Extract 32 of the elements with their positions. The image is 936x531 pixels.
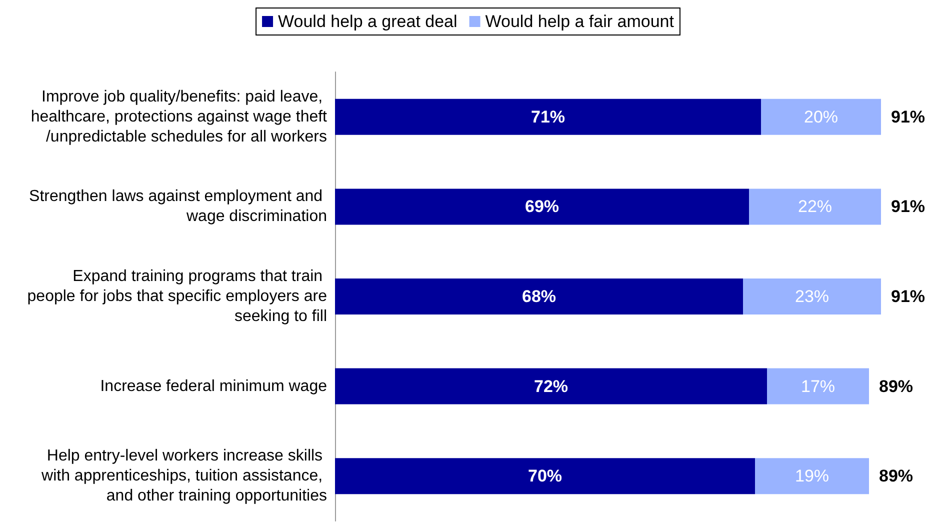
total-label: 89% [879, 466, 914, 486]
bar [749, 188, 881, 225]
y-tick-label: Strengthen laws against employment and wage discrimination [29, 188, 327, 226]
data-label: 71% [530, 107, 566, 126]
bar [761, 98, 881, 135]
bar [335, 188, 749, 225]
data-label: 70% [528, 466, 562, 486]
total-label: 91% [891, 197, 926, 216]
legend-label: Would help a fair amount [485, 12, 674, 31]
bar [335, 368, 767, 404]
data-label: 19% [794, 466, 830, 486]
data-label: 72% [534, 376, 568, 396]
total-label: 91% [891, 107, 926, 126]
y-tick-label: Help entry-level workers increase skills with apprenticeships, tuition assistance, and other training opportunities [40, 448, 327, 505]
data-label: 69% [524, 197, 560, 216]
total-label: 89% [879, 376, 914, 396]
data-label: 17% [800, 376, 836, 396]
bar [335, 458, 755, 494]
data-label: 68% [522, 287, 556, 306]
total-label: 91% [891, 287, 926, 306]
bar [755, 458, 869, 494]
bar [767, 368, 869, 404]
legend-label: Would help a great deal [278, 12, 458, 31]
y-tick-label: Improve job quality/benefits: paid leave, healthcare, protections against wage theft/unpredictable schedules for all workers [30, 88, 328, 146]
y-tick-label: Increase federal minimum wage [100, 378, 328, 395]
data-label: 20% [804, 107, 838, 126]
data-label: 22% [798, 197, 832, 216]
bar [743, 278, 881, 314]
bar [335, 278, 743, 314]
y-tick-label: Expand training programs that train people for jobs that specific employers are seeking to fill [27, 268, 328, 325]
data-label: 23% [794, 287, 830, 306]
bar [335, 98, 761, 135]
